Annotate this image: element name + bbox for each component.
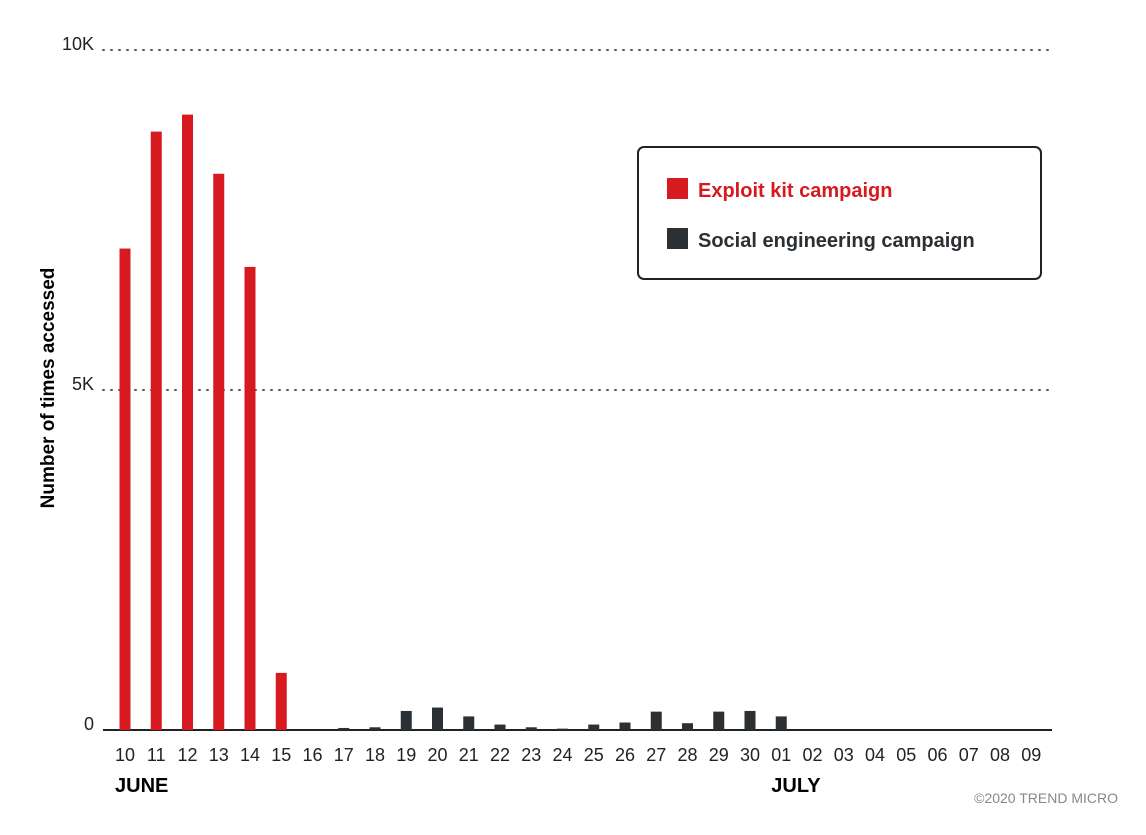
x-tick-label: 02 — [802, 745, 822, 765]
x-tick-label: 15 — [271, 745, 291, 765]
bar-exploit-kit — [119, 248, 131, 730]
bar-social-engineering — [463, 716, 475, 730]
bar-exploit-kit — [150, 131, 162, 731]
x-tick-label: 19 — [396, 745, 416, 765]
bar-social-engineering — [775, 716, 787, 730]
bars — [119, 114, 787, 731]
x-tick-label: 03 — [834, 745, 854, 765]
bar-exploit-kit — [275, 672, 287, 730]
bar-exploit-kit — [244, 266, 256, 730]
x-axis-ticks: 10 11 12 13 14 15 16 17 18 19 20 21 22 23 24 25 26 27 28 29… — [115, 745, 1041, 765]
legend-label-social-engineering: Social engineering campaign — [698, 230, 975, 252]
legend-box — [637, 146, 1042, 280]
bar-exploit-kit — [213, 173, 225, 730]
x-tick-label: 22 — [490, 745, 510, 765]
x-tick-label: 04 — [865, 745, 885, 765]
x-tick-label: 17 — [334, 745, 354, 765]
x-tick-label: 29 — [709, 745, 729, 765]
bar-social-engineering — [682, 723, 693, 730]
x-tick-label: 27 — [646, 745, 666, 765]
x-tick-label: 10 — [115, 745, 135, 765]
month-labels: JUNE JULY — [115, 775, 821, 797]
bar-exploit-kit — [182, 114, 193, 731]
legend-label-exploit-kit: Exploit kit campaign — [698, 180, 892, 202]
month-label: JUNE — [115, 775, 168, 797]
legend-swatch-exploit-kit — [667, 178, 688, 199]
y-axis-label: Number of times accessed — [38, 268, 59, 509]
y-tick-label: 0 — [84, 714, 94, 734]
x-tick-label: 25 — [584, 745, 604, 765]
bar-social-engineering — [713, 711, 725, 730]
x-tick-label: 30 — [740, 745, 760, 765]
x-tick-label: 20 — [427, 745, 447, 765]
bar-social-engineering — [432, 707, 443, 730]
month-label: JULY — [771, 775, 821, 797]
x-tick-label: 08 — [990, 745, 1010, 765]
x-tick-label: 07 — [959, 745, 979, 765]
x-tick-label: 11 — [147, 745, 166, 765]
x-tick-label: 09 — [1021, 745, 1041, 765]
legend-swatch-social-engineering — [667, 228, 688, 249]
y-axis-ticks: 0 5K 10K — [62, 34, 94, 734]
bar-social-engineering — [525, 727, 537, 730]
x-tick-label: 06 — [927, 745, 947, 765]
copyright-credit: ©2020 TREND MICRO — [974, 790, 1118, 806]
x-tick-label: 05 — [896, 745, 916, 765]
bar-social-engineering — [369, 727, 381, 730]
x-tick-label: 13 — [209, 745, 229, 765]
bar-social-engineering — [650, 711, 662, 730]
bar-social-engineering — [494, 724, 506, 730]
legend: Exploit kit campaign Social engineering … — [637, 146, 1042, 280]
x-tick-label: 16 — [302, 745, 322, 765]
x-tick-label: 24 — [552, 745, 572, 765]
y-tick-label: 10K — [62, 34, 94, 54]
x-tick-label: 26 — [615, 745, 635, 765]
x-tick-label: 14 — [240, 745, 260, 765]
x-tick-label: 12 — [177, 745, 197, 765]
y-tick-label: 5K — [72, 374, 94, 394]
chart-title: 2020 — [363, 0, 408, 5]
x-tick-label: 21 — [459, 745, 479, 765]
bar-social-engineering — [338, 727, 350, 730]
bar-social-engineering — [744, 710, 756, 730]
bar-social-engineering — [619, 722, 631, 730]
x-tick-label: 28 — [677, 745, 697, 765]
bar-social-engineering — [557, 728, 568, 730]
x-tick-label: 23 — [521, 745, 541, 765]
x-tick-label: 01 — [771, 745, 791, 765]
x-tick-label: 18 — [365, 745, 385, 765]
bar-social-engineering — [588, 724, 600, 730]
bar-social-engineering — [400, 710, 412, 730]
